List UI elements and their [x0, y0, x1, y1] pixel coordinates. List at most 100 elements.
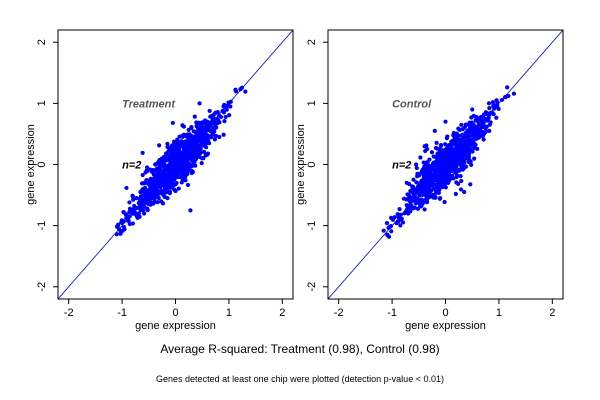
right-data-point — [398, 212, 403, 217]
right-data-point — [407, 195, 413, 200]
left-data-point — [177, 134, 182, 139]
left-data-point — [165, 180, 170, 185]
right-data-point — [475, 128, 480, 133]
left-data-point — [165, 141, 170, 146]
right-data-point — [478, 132, 483, 137]
right-data-point — [419, 169, 424, 174]
right-data-point — [469, 142, 474, 148]
right-data-point — [445, 163, 450, 168]
right-data-point — [404, 197, 409, 202]
right-outlier-point — [487, 128, 492, 133]
left-outlier-point — [217, 134, 222, 140]
left-data-point — [238, 87, 243, 92]
left-data-point — [190, 150, 196, 155]
left-x-tick-label: -2 — [64, 307, 74, 319]
right-data-point — [458, 173, 463, 179]
left-outlier-point — [165, 196, 170, 201]
left-sample-size-label: n=2 — [122, 160, 141, 172]
right-data-point — [457, 167, 462, 173]
right-data-point — [459, 138, 464, 143]
right-data-point — [434, 174, 439, 179]
right-data-point — [414, 180, 419, 185]
left-data-point — [127, 200, 132, 205]
right-data-point — [454, 180, 459, 185]
right-outlier-point — [423, 148, 428, 154]
left-data-point — [179, 180, 184, 185]
left-data-point — [162, 185, 168, 190]
left-data-point — [169, 147, 175, 152]
left-data-point — [164, 177, 169, 182]
left-data-point — [165, 144, 170, 150]
left-data-point — [157, 143, 162, 148]
left-y-tick-label: 2 — [36, 39, 48, 45]
right-y-axis-label: gene expression — [295, 124, 307, 205]
left-data-point — [130, 194, 135, 199]
left-data-point — [146, 198, 151, 203]
right-data-point — [447, 142, 452, 148]
right-data-point — [436, 189, 441, 194]
left-data-point — [160, 171, 165, 176]
left-data-point — [201, 143, 206, 148]
left-data-point — [193, 146, 198, 151]
right-identity-line — [328, 30, 563, 299]
left-data-point — [183, 178, 188, 183]
left-data-point — [170, 156, 175, 162]
left-data-point — [207, 108, 212, 114]
right-data-point — [490, 100, 496, 105]
right-data-point — [443, 185, 448, 190]
right-data-point — [422, 198, 427, 203]
left-outlier-point — [170, 120, 175, 126]
right-data-point — [511, 91, 517, 96]
right-data-point — [439, 154, 445, 159]
right-data-point — [450, 168, 455, 174]
right-data-point — [474, 114, 479, 120]
right-data-point — [426, 185, 431, 190]
right-data-point — [462, 125, 467, 130]
left-data-point — [201, 156, 206, 161]
right-data-point — [470, 149, 475, 154]
right-outlier-point — [470, 107, 475, 112]
left-data-point — [197, 130, 203, 135]
left-data-point — [172, 187, 177, 192]
right-data-point — [436, 158, 441, 163]
right-data-point — [468, 125, 473, 130]
left-data-point — [155, 189, 160, 194]
left-data-point — [189, 138, 194, 143]
left-data-point — [173, 143, 178, 149]
left-data-point — [223, 114, 228, 120]
right-data-point — [420, 178, 425, 184]
right-data-point — [429, 166, 435, 171]
right-data-point — [415, 174, 420, 179]
r-squared-caption: Average R-squared: Treatment (0.98), Con… — [160, 342, 440, 356]
right-data-point — [397, 206, 402, 212]
left-data-point — [137, 200, 142, 205]
left-data-point — [131, 197, 136, 202]
right-data-point — [405, 192, 410, 197]
right-data-point — [392, 215, 397, 220]
left-data-point — [189, 125, 194, 131]
left-data-point — [168, 160, 173, 165]
right-data-point — [489, 110, 495, 115]
left-data-point — [194, 120, 199, 125]
right-data-point — [418, 155, 423, 160]
right-data-point — [505, 85, 510, 90]
left-data-point — [140, 150, 145, 156]
right-data-point — [443, 167, 448, 172]
left-y-axis-label: gene expression — [25, 124, 37, 205]
right-y-tick-label: 1 — [306, 100, 318, 106]
left-data-point — [180, 160, 185, 166]
right-y-tick-label: 0 — [306, 161, 318, 167]
right-x-tick-label: 0 — [442, 307, 448, 319]
right-data-point — [438, 143, 444, 149]
right-data-point — [450, 151, 455, 156]
right-data-point — [442, 158, 448, 163]
right-data-point — [446, 174, 451, 179]
left-data-point — [159, 158, 164, 164]
right-data-point — [458, 155, 463, 160]
left-data-point — [166, 155, 171, 160]
right-data-point — [398, 223, 403, 228]
right-data-point — [474, 136, 479, 141]
right-data-point — [471, 145, 477, 151]
right-data-point — [418, 204, 423, 209]
